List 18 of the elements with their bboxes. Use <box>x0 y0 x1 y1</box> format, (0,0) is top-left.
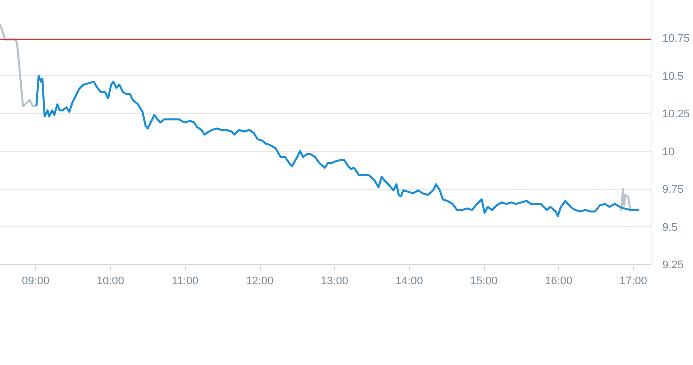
x-tick-label: 16:00 <box>545 276 573 288</box>
x-tick-label: 11:00 <box>172 276 199 288</box>
x-tick-label: 14:00 <box>396 276 424 288</box>
x-tick-label: 09:00 <box>22 276 50 288</box>
y-tick-label: 10 <box>662 146 675 158</box>
x-tick-label: 17:00 <box>620 276 648 288</box>
x-tick-label: 13:00 <box>320 276 349 288</box>
y-tick-label: 10.75 <box>662 33 690 46</box>
line-series <box>0 24 38 108</box>
x-tick-label: 12:00 <box>246 276 274 288</box>
y-tick-label: 9.25 <box>662 260 684 272</box>
x-tick-label: 15:00 <box>470 276 498 288</box>
y-tick-label: 10.25 <box>662 108 690 121</box>
x-tick-label: 10:00 <box>96 276 124 288</box>
y-tick-label: 9.75 <box>662 184 684 196</box>
y-tick-label: 10.5 <box>662 70 684 83</box>
y-tick-label: 9.5 <box>662 222 678 234</box>
line-series <box>36 74 641 218</box>
